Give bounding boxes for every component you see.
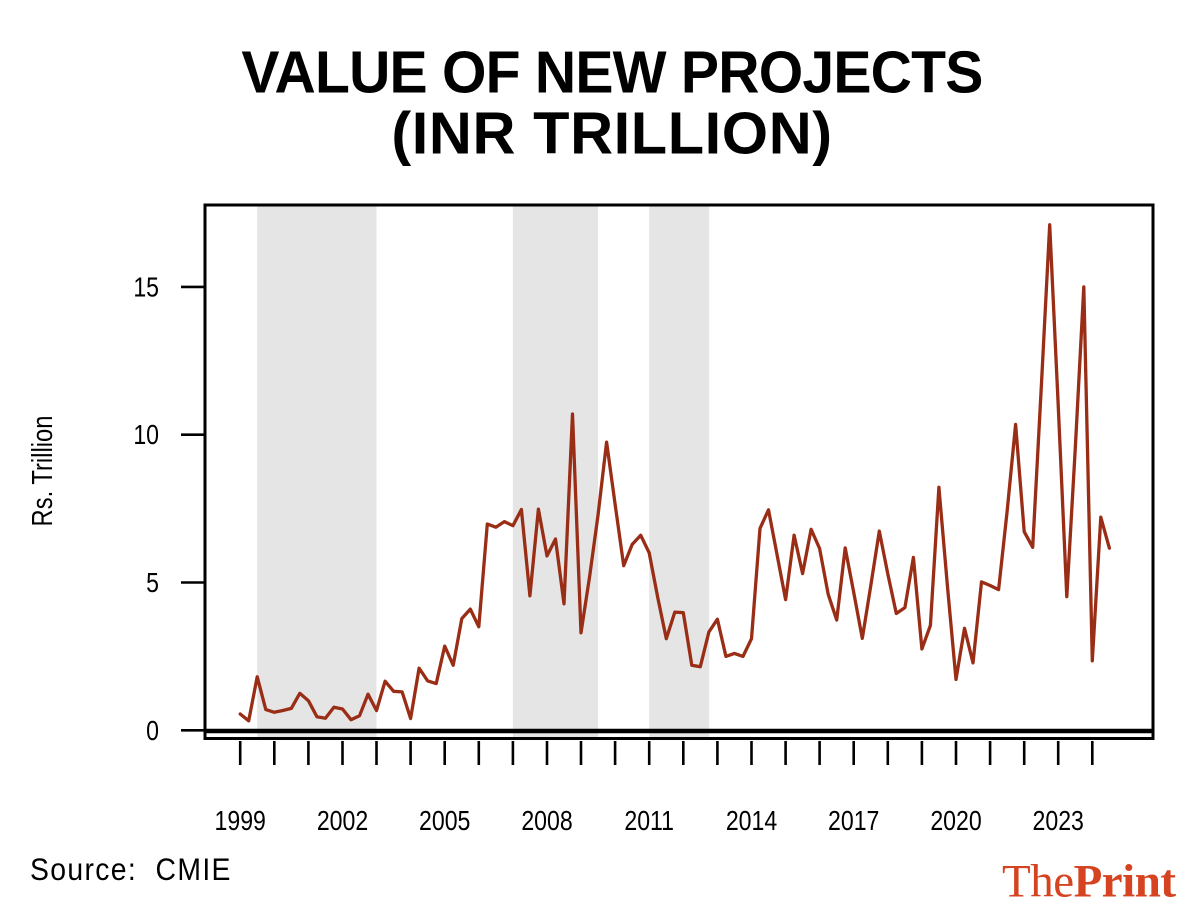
- svg-text:(INR TRILLION): (INR TRILLION): [391, 100, 832, 167]
- svg-text:Source: CMIE: Source: CMIE: [30, 853, 232, 888]
- svg-text:0: 0: [146, 716, 159, 746]
- svg-text:ThePrint: ThePrint: [1002, 856, 1176, 908]
- svg-text:15: 15: [133, 273, 159, 303]
- svg-text:2020: 2020: [930, 806, 981, 836]
- svg-text:2005: 2005: [419, 806, 470, 836]
- svg-text:2008: 2008: [521, 806, 572, 836]
- svg-text:10: 10: [133, 420, 159, 450]
- svg-text:2002: 2002: [317, 806, 368, 836]
- svg-text:VALUE OF NEW PROJECTS: VALUE OF NEW PROJECTS: [241, 39, 982, 105]
- svg-text:Rs. Trillion: Rs. Trillion: [26, 416, 59, 527]
- svg-text:2011: 2011: [624, 806, 674, 836]
- svg-text:1999: 1999: [215, 806, 266, 836]
- svg-text:2014: 2014: [726, 806, 777, 836]
- svg-text:2023: 2023: [1033, 806, 1084, 836]
- svg-text:5: 5: [146, 568, 159, 598]
- svg-text:2017: 2017: [828, 806, 879, 836]
